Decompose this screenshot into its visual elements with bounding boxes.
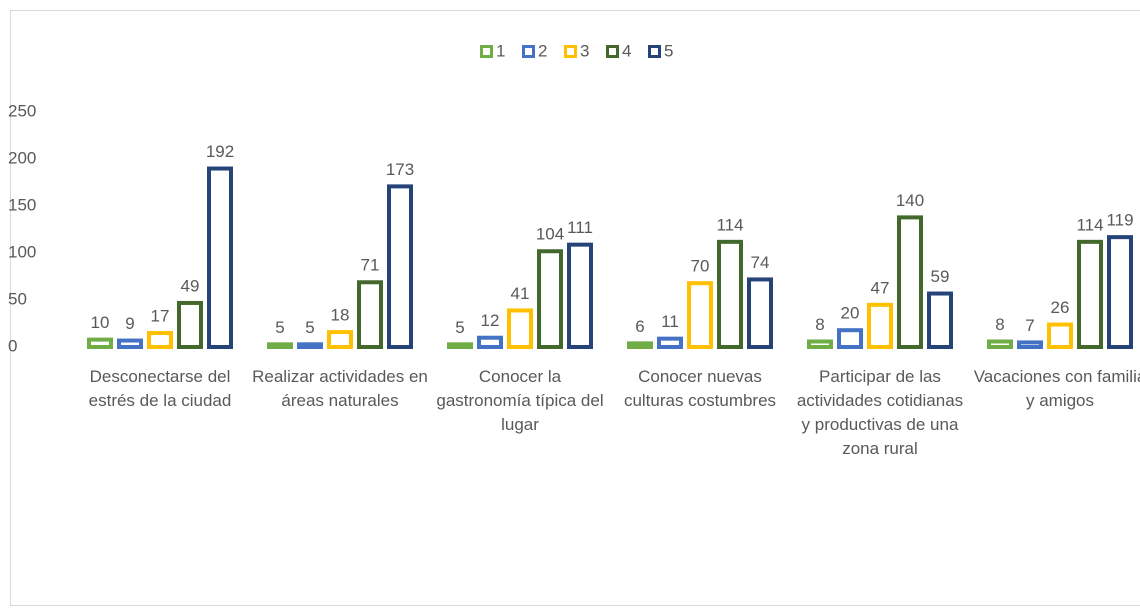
x-tick-label: Desconectarse del estrés de la ciudad: [88, 367, 232, 410]
legend-swatch: [564, 45, 577, 58]
data-label: 5: [275, 318, 284, 337]
bar: [897, 215, 923, 349]
data-label: 59: [931, 267, 950, 286]
data-label: 140: [896, 191, 924, 210]
y-tick-label: 250: [8, 101, 36, 120]
bar: [657, 336, 683, 350]
bar: [747, 277, 773, 349]
bar: [687, 281, 713, 350]
bar: [87, 337, 113, 350]
bar: [717, 239, 743, 349]
y-tick-label: 200: [8, 148, 36, 167]
data-label: 74: [751, 253, 770, 272]
legend-swatch: [606, 45, 619, 58]
data-label: 18: [331, 306, 350, 325]
data-label: 6: [635, 317, 644, 336]
y-tick-label: 150: [8, 195, 36, 214]
legend-label: 5: [664, 41, 673, 60]
data-label: 104: [536, 225, 564, 244]
data-label: 114: [1076, 215, 1103, 234]
bar: [207, 166, 233, 349]
bar: [147, 331, 173, 349]
data-label: 41: [511, 284, 530, 303]
bar: [267, 342, 293, 349]
y-tick-label: 0: [8, 336, 17, 355]
data-label: 17: [151, 307, 170, 326]
bar: [567, 242, 593, 349]
bar: [117, 338, 143, 350]
legend-label: 1: [496, 41, 505, 60]
data-label: 47: [871, 278, 890, 297]
bar: [1047, 322, 1073, 349]
y-tick-label: 100: [8, 242, 36, 261]
legend-label: 3: [580, 41, 589, 60]
chart-border: [10, 10, 1140, 606]
legend-swatch: [522, 45, 535, 58]
bar: [387, 184, 413, 349]
bar: [447, 342, 473, 349]
data-label: 192: [206, 142, 234, 161]
legend-swatch: [648, 45, 661, 58]
data-label: 70: [691, 257, 710, 276]
bar: [357, 280, 383, 350]
data-label: 119: [1106, 211, 1133, 230]
data-label: 8: [815, 315, 824, 334]
bar: [1017, 340, 1043, 350]
x-tick-label: Conocer la gastronomía típica del lugar: [436, 367, 604, 434]
data-label: 8: [995, 315, 1004, 334]
bar: [837, 328, 863, 350]
data-label: 5: [305, 318, 314, 337]
bar: [987, 339, 1013, 350]
bar: [927, 291, 953, 350]
data-label: 10: [91, 313, 110, 332]
data-label: 71: [361, 256, 380, 275]
bar: [297, 342, 323, 349]
x-tick-label: Realizar actividades en áreas naturales: [252, 367, 428, 410]
bar: [537, 249, 563, 350]
data-label: 11: [661, 312, 679, 331]
data-label: 5: [455, 318, 464, 337]
x-tick-label: Participar de las actividades cotidianas…: [796, 367, 964, 458]
legend-label: 4: [622, 41, 631, 60]
bar: [867, 302, 893, 350]
legend-swatch: [480, 45, 493, 58]
data-label: 7: [1025, 316, 1034, 335]
data-label: 26: [1051, 298, 1070, 317]
data-label: 114: [716, 215, 743, 234]
x-tick-label: Vacaciones con familia y amigos: [973, 367, 1140, 410]
bar: [1077, 239, 1103, 349]
bar: [477, 335, 503, 350]
bar: [327, 330, 353, 349]
bar: [507, 308, 533, 349]
legend-label: 2: [538, 41, 547, 60]
bar: [627, 341, 653, 349]
data-label: 49: [181, 276, 200, 295]
data-label: 173: [386, 160, 414, 179]
bar: [807, 339, 833, 350]
data-label: 12: [481, 311, 500, 330]
data-label: 20: [841, 304, 860, 323]
data-label: 9: [125, 314, 134, 333]
x-tick-label: Conocer nuevas culturas costumbres: [623, 367, 777, 410]
bar: [1107, 235, 1133, 349]
bar: [177, 300, 203, 350]
data-label: 111: [567, 218, 593, 237]
y-tick-label: 50: [8, 289, 27, 308]
